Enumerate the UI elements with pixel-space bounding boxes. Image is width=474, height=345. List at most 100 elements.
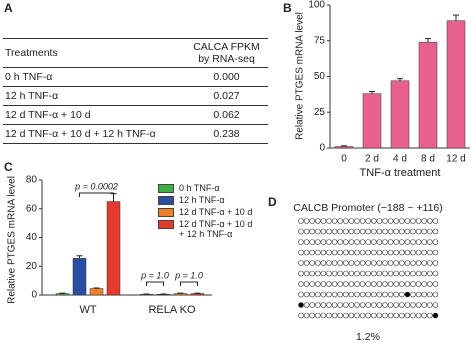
table-row: 12 d TNF-α + 10 d + 12 h TNF-α 0.238: [3, 124, 268, 144]
cpg-site: [303, 291, 310, 298]
cpg-site: [331, 291, 338, 298]
cpg-site: [421, 239, 428, 245]
table-cell: 0.000: [184, 67, 268, 87]
cpg-site: [382, 260, 388, 266]
cpg-site: [370, 302, 377, 308]
cpg-site: [298, 249, 304, 256]
cpg-site: [326, 302, 332, 308]
panel-label: B: [283, 1, 292, 15]
x-tick-label: 4 d: [393, 154, 407, 165]
cpg-site: [309, 281, 316, 287]
y-tick-label: 100: [308, 0, 325, 11]
legend-label: 12 d TNF-α + 10 d: [179, 207, 253, 217]
cpg-site: [421, 228, 428, 235]
cpg-site: [415, 218, 422, 224]
cpg-site: [365, 281, 372, 287]
legend-entry: 12 h TNF-α: [158, 195, 258, 205]
cpg-site: [426, 218, 433, 224]
table-cell: 0.062: [184, 105, 268, 125]
cpg-site: [376, 291, 383, 298]
cpg-site: [376, 281, 383, 287]
cpg-site: [359, 239, 366, 245]
cpg-site: [320, 270, 327, 277]
y-axis-title: Relative PTGES mRNA level: [295, 12, 306, 140]
cpg-site: [320, 291, 327, 298]
cpg-site: [410, 249, 416, 256]
x-tick-label: 8 d: [421, 154, 435, 165]
cpg-site: [337, 249, 344, 256]
cpg-site: [359, 302, 366, 308]
cpg-site: [432, 249, 439, 256]
cpg-site: [303, 218, 310, 224]
cpg-site: [365, 270, 372, 277]
cpg-site: [298, 218, 304, 224]
cpg-site: [348, 281, 355, 287]
cpg-site: [354, 228, 360, 235]
cpg-site: [337, 218, 344, 224]
panel-label: A: [4, 1, 13, 15]
cpg-site: [348, 312, 355, 319]
cpg-site: [354, 249, 360, 256]
cpg-site: [348, 239, 355, 245]
cpg-site: [387, 249, 394, 256]
annotation: p = 0.0002: [74, 181, 118, 191]
cpg-site: [348, 270, 355, 277]
cpg-site: [421, 260, 428, 266]
cpg-site: [370, 239, 377, 245]
cpg-site: [309, 302, 316, 308]
x-tick-label: RELA KO: [148, 304, 196, 316]
annotation: p = 1.0: [140, 270, 169, 280]
x-tick-label: 12 d: [446, 154, 465, 165]
cpg-site: [303, 260, 310, 266]
cpg-site: [298, 312, 304, 319]
cpg-site: [376, 249, 383, 256]
methylation-percent: 1.2%: [356, 331, 380, 343]
y-axis-title: Relative PTGES mRNA level: [7, 176, 18, 304]
cpg-site: [415, 312, 422, 319]
legend-label: 12 h TNF-α: [179, 195, 225, 205]
cpg-site: [393, 291, 400, 298]
cpg-site: [365, 302, 372, 308]
cpg-site: [426, 260, 433, 266]
cpg-site: [314, 270, 321, 277]
cpg-site: [326, 218, 332, 224]
bar: [334, 146, 354, 149]
legend-entry: 0 h TNF-α: [158, 183, 258, 193]
significance-bracket: [180, 281, 198, 286]
cpg-site: [309, 312, 316, 319]
cpg-site: [320, 228, 327, 235]
cpg-site: [342, 312, 349, 319]
cpg-site: [314, 260, 321, 266]
fpkm-table: Treatments CALCA FPKM by RNA-seq 0 h TNF-…: [3, 38, 268, 144]
cpg-site: [415, 302, 422, 308]
cpg-site: [348, 228, 355, 235]
methylated-site: [404, 291, 411, 298]
cpg-site: [376, 302, 383, 308]
cpg-site: [432, 218, 439, 224]
cpg-site: [410, 291, 416, 298]
legend-entry: 12 d TNF-α + 10 d: [158, 207, 258, 217]
cpg-site: [314, 239, 321, 245]
cpg-site: [359, 260, 366, 266]
cpg-site: [432, 228, 439, 235]
cpg-site: [309, 291, 316, 298]
cpg-site: [309, 260, 316, 266]
cpg-site: [326, 228, 332, 235]
cpg-site: [314, 218, 321, 224]
cpg-site: [387, 239, 394, 245]
table-cell: 0.238: [184, 124, 268, 144]
cpg-site: [432, 270, 439, 277]
cpg-site: [404, 302, 411, 308]
cpg-site: [432, 260, 439, 266]
cpg-site: [326, 281, 332, 287]
legend-swatch: [158, 208, 174, 217]
cpg-site: [404, 312, 411, 319]
cpg-site: [426, 239, 433, 245]
legend-label: 12 d TNF-α + 10 d + 12 h TNF-α: [179, 219, 253, 239]
cpg-site: [331, 260, 338, 266]
cpg-site: [382, 281, 388, 287]
cpg-site: [354, 218, 360, 224]
cpg-site: [370, 312, 377, 319]
cpg-site: [298, 228, 304, 235]
table-header-line: by RNA-seq: [198, 53, 255, 65]
